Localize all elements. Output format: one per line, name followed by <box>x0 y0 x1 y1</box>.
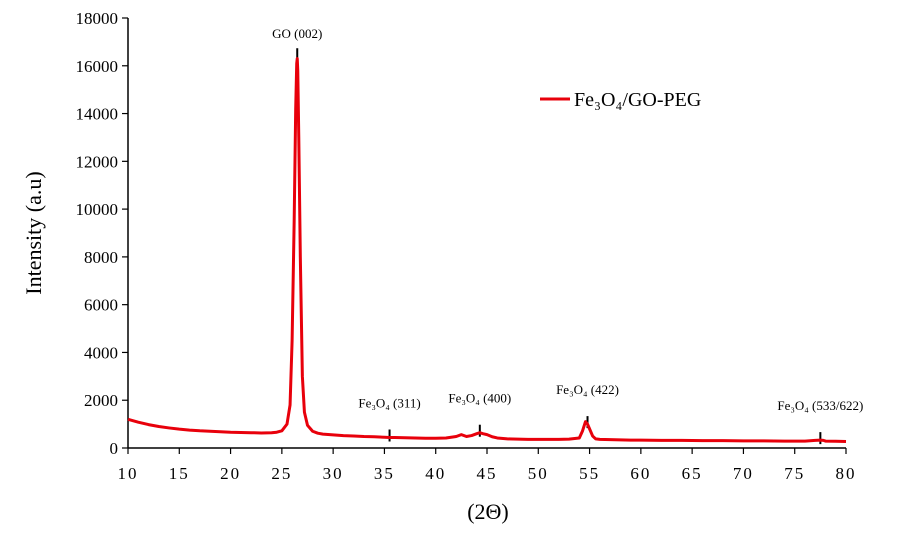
x-tick-label: 30 <box>323 464 344 483</box>
x-tick-label: 65 <box>682 464 703 483</box>
y-tick-label: 18000 <box>76 9 119 28</box>
peak-label: Fe₃O₄ (533/622) <box>777 398 863 413</box>
y-tick-label: 16000 <box>76 57 119 76</box>
y-tick-label: 2000 <box>84 391 118 410</box>
y-tick-label: 10000 <box>76 200 119 219</box>
x-tick-label: 25 <box>271 464 292 483</box>
peak-label: Fe₃O₄ (400) <box>448 391 511 406</box>
x-tick-label: 35 <box>374 464 395 483</box>
x-tick-label: 55 <box>579 464 600 483</box>
x-tick-label: 70 <box>733 464 754 483</box>
legend-label: Fe₃O₄/GO-PEG <box>574 89 701 111</box>
x-tick-label: 10 <box>118 464 139 483</box>
x-tick-label: 80 <box>836 464 857 483</box>
x-tick-label: 40 <box>425 464 446 483</box>
x-tick-label: 75 <box>784 464 805 483</box>
y-tick-label: 0 <box>110 439 119 458</box>
peak-annotations: GO (002) Fe₃O₄ (311) Fe₃O₄ (400) Fe₃O₄ (422… <box>272 26 863 445</box>
y-tick-label: 14000 <box>76 105 119 124</box>
x-tick-label: 20 <box>220 464 241 483</box>
x-axis-title: (2Θ) <box>467 499 509 524</box>
y-tick-label: 4000 <box>84 343 118 362</box>
y-tick-label: 6000 <box>84 296 118 315</box>
axis-ticks: 0 2000 4000 6000 8000 10000 12000 14000 16000 180… <box>76 9 857 483</box>
peak-label: Fe₃O₄ (422) <box>556 382 619 397</box>
peak-label: GO (002) <box>272 26 322 41</box>
x-tick-label: 45 <box>477 464 498 483</box>
legend: Fe₃O₄/GO-PEG <box>540 89 701 111</box>
y-tick-label: 8000 <box>84 248 118 267</box>
x-tick-label: 50 <box>528 464 549 483</box>
y-tick-label: 12000 <box>76 152 119 171</box>
axes <box>127 18 846 449</box>
peak-label: Fe₃O₄ (311) <box>358 395 420 410</box>
x-tick-label: 60 <box>630 464 651 483</box>
x-tick-label: 15 <box>169 464 190 483</box>
y-axis-title: Intensity (a.u) <box>21 171 46 294</box>
series-line <box>127 57 847 444</box>
